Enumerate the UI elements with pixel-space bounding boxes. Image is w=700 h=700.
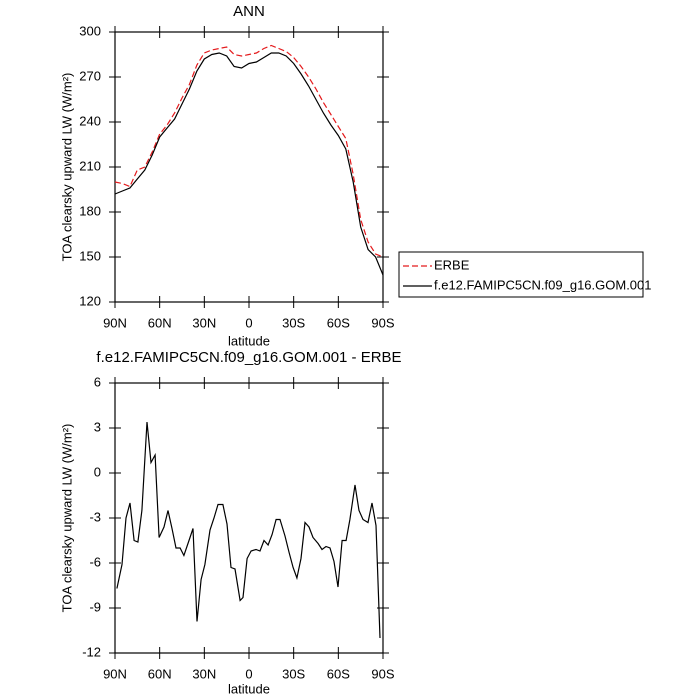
- y-tick-label: -6: [89, 554, 101, 569]
- y-tick-label: 6: [94, 374, 101, 389]
- y-tick-label: 300: [79, 23, 101, 38]
- x-tick-label: 0: [245, 666, 252, 681]
- plot-frame: [114, 31, 384, 303]
- x-tick-label: 60N: [148, 315, 172, 330]
- legend-label: ERBE: [434, 257, 470, 272]
- x-tick-label: 90N: [103, 315, 127, 330]
- data-line: [114, 44, 384, 258]
- x-tick-label: 60S: [327, 666, 350, 681]
- legend-label: f.e12.FAMIPC5CN.f09_g16.GOM.001: [434, 277, 652, 292]
- x-tick-label: 30S: [282, 666, 305, 681]
- y-tick-label: -12: [82, 644, 101, 659]
- y-axis-label: TOA clearsky upward LW (W/m²): [59, 424, 74, 613]
- y-tick-label: 150: [79, 248, 101, 263]
- x-tick-label: 60S: [327, 315, 350, 330]
- x-tick-label: 90S: [371, 315, 394, 330]
- legend: ERBE f.e12.FAMIPC5CN.f09_g16.GOM.001: [398, 251, 652, 298]
- y-tick-label: 180: [79, 203, 101, 218]
- data-line: [114, 52, 384, 276]
- x-tick-label: 90S: [371, 666, 394, 681]
- x-tick-label: 90N: [103, 666, 127, 681]
- y-tick-label: 120: [79, 293, 101, 308]
- y-tick-label: 0: [94, 464, 101, 479]
- x-tick-label: 60N: [148, 666, 172, 681]
- y-tick-label: -3: [89, 509, 101, 524]
- y-tick-label: 3: [94, 419, 101, 434]
- x-tick-label: 30S: [282, 315, 305, 330]
- y-tick-label: 240: [79, 113, 101, 128]
- chart-title: f.e12.FAMIPC5CN.f09_g16.GOM.001 - ERBE: [96, 349, 401, 366]
- x-tick-label: 30N: [192, 315, 216, 330]
- x-tick-label: 30N: [192, 666, 216, 681]
- y-axis-label: TOA clearsky upward LW (W/m²): [59, 73, 74, 262]
- x-tick-label: 0: [245, 315, 252, 330]
- data-line: [116, 421, 381, 639]
- x-axis-label: latitude: [228, 681, 270, 696]
- y-tick-label: 270: [79, 68, 101, 83]
- y-tick-label: -9: [89, 599, 101, 614]
- y-tick-label: 210: [79, 158, 101, 173]
- x-axis-label: latitude: [228, 333, 270, 348]
- chart-title: ANN: [233, 3, 265, 20]
- legend-box: [398, 251, 644, 298]
- plot-frame: [114, 382, 384, 654]
